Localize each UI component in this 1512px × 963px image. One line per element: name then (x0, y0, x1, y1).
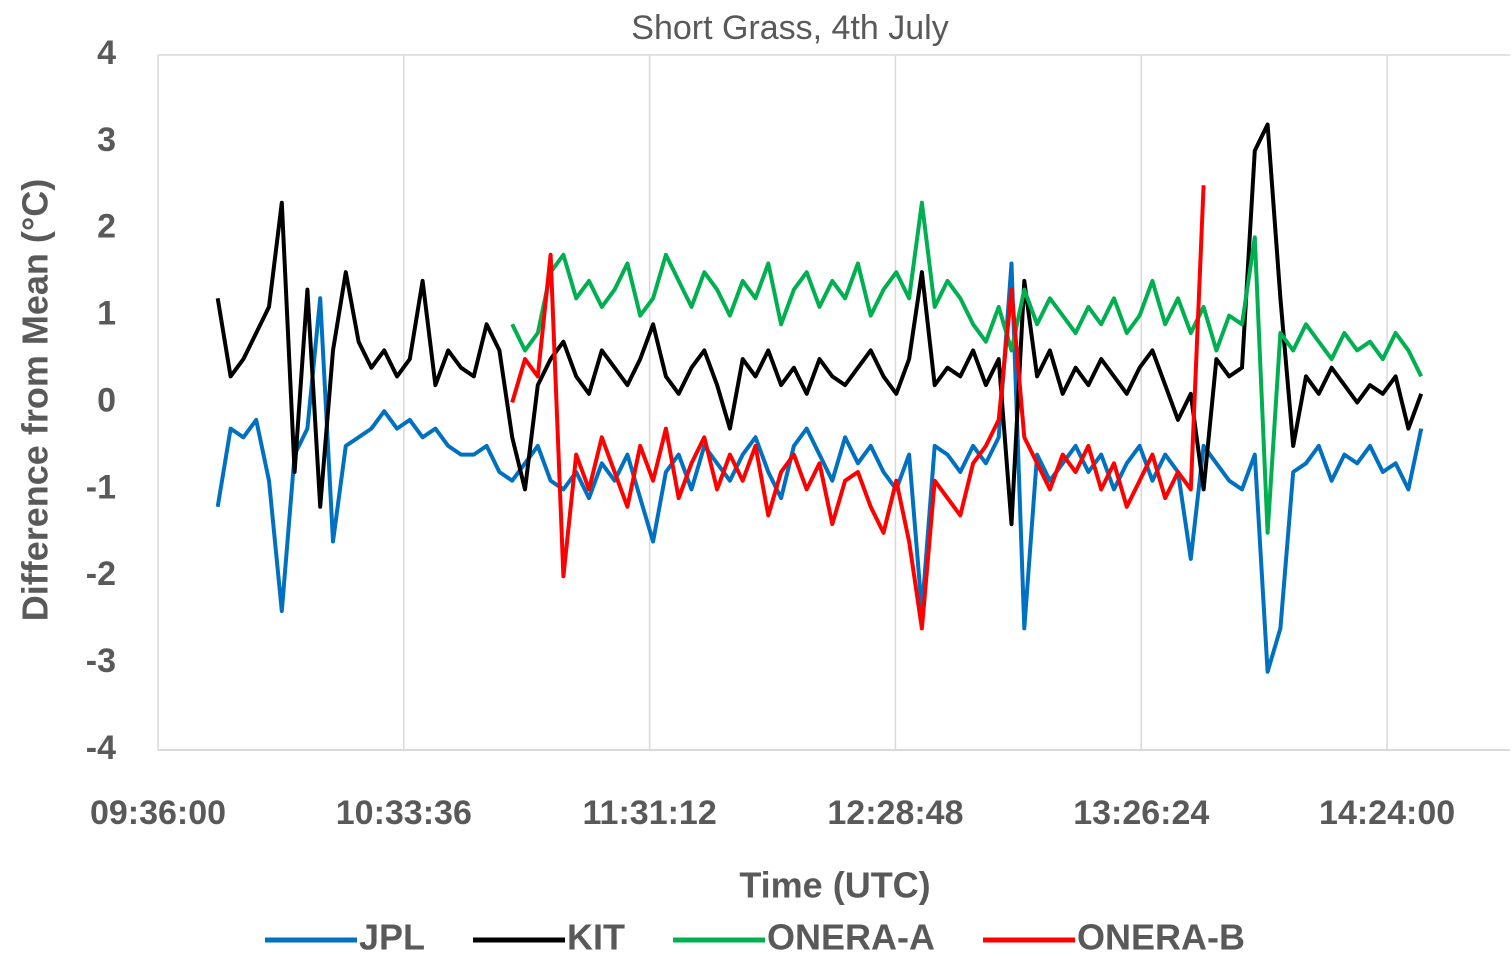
x-tick-label: 10:33:36 (336, 794, 472, 832)
y-tick-label: 4 (97, 34, 116, 72)
y-axis-label: Difference from Mean (°C) (15, 179, 56, 621)
x-axis-label: Time (UTC) (739, 865, 930, 906)
y-tick-label: 2 (97, 208, 116, 246)
y-tick-label: 0 (97, 381, 116, 419)
series-line (510, 200, 1423, 535)
legend-label: KIT (567, 917, 625, 958)
y-tick-label: -2 (86, 555, 116, 593)
x-tick-label: 11:31:12 (583, 794, 717, 832)
legend-label: ONERA-A (767, 917, 935, 958)
y-tick-label: 3 (97, 121, 116, 159)
series-line (215, 261, 1424, 674)
x-tick-label: 13:26:24 (1073, 794, 1209, 832)
legend-label: ONERA-B (1077, 917, 1245, 958)
x-tick-label: 14:24:00 (1319, 794, 1455, 832)
y-tick-label: -3 (86, 642, 116, 680)
chart-title: Short Grass, 4th July (631, 9, 948, 47)
series-line (215, 122, 1424, 527)
y-tick-label: 1 (97, 295, 116, 333)
series-line (510, 185, 1206, 631)
x-tick-label: 09:36:00 (90, 794, 226, 832)
legend-label: JPL (359, 917, 425, 958)
x-tick-label: 12:28:48 (827, 794, 963, 832)
y-tick-label: -4 (86, 729, 116, 767)
y-tick-label: -1 (86, 468, 116, 506)
